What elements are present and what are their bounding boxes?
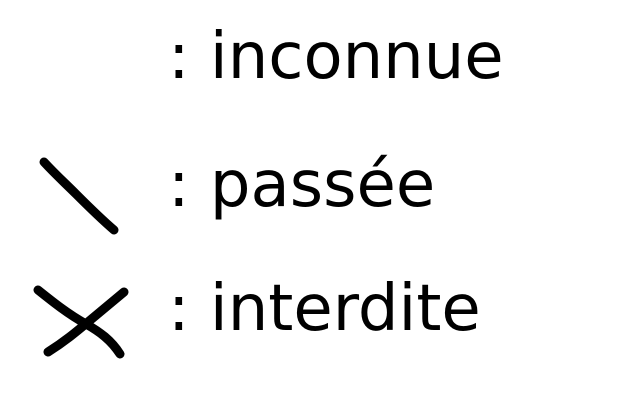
cross-icon xyxy=(33,285,129,359)
legend-row-passee: : passée xyxy=(0,130,640,240)
legend-row-inconnue: : inconnue xyxy=(0,2,640,112)
legend-label-inconnue: : inconnue xyxy=(168,20,504,94)
single-stroke-icon xyxy=(39,157,119,235)
legend-label-passee: : passée xyxy=(168,148,436,222)
legend-label-interdite: : interdite xyxy=(168,272,481,346)
legend-row-interdite: : interdite xyxy=(0,258,640,368)
empty-symbol xyxy=(28,12,143,107)
